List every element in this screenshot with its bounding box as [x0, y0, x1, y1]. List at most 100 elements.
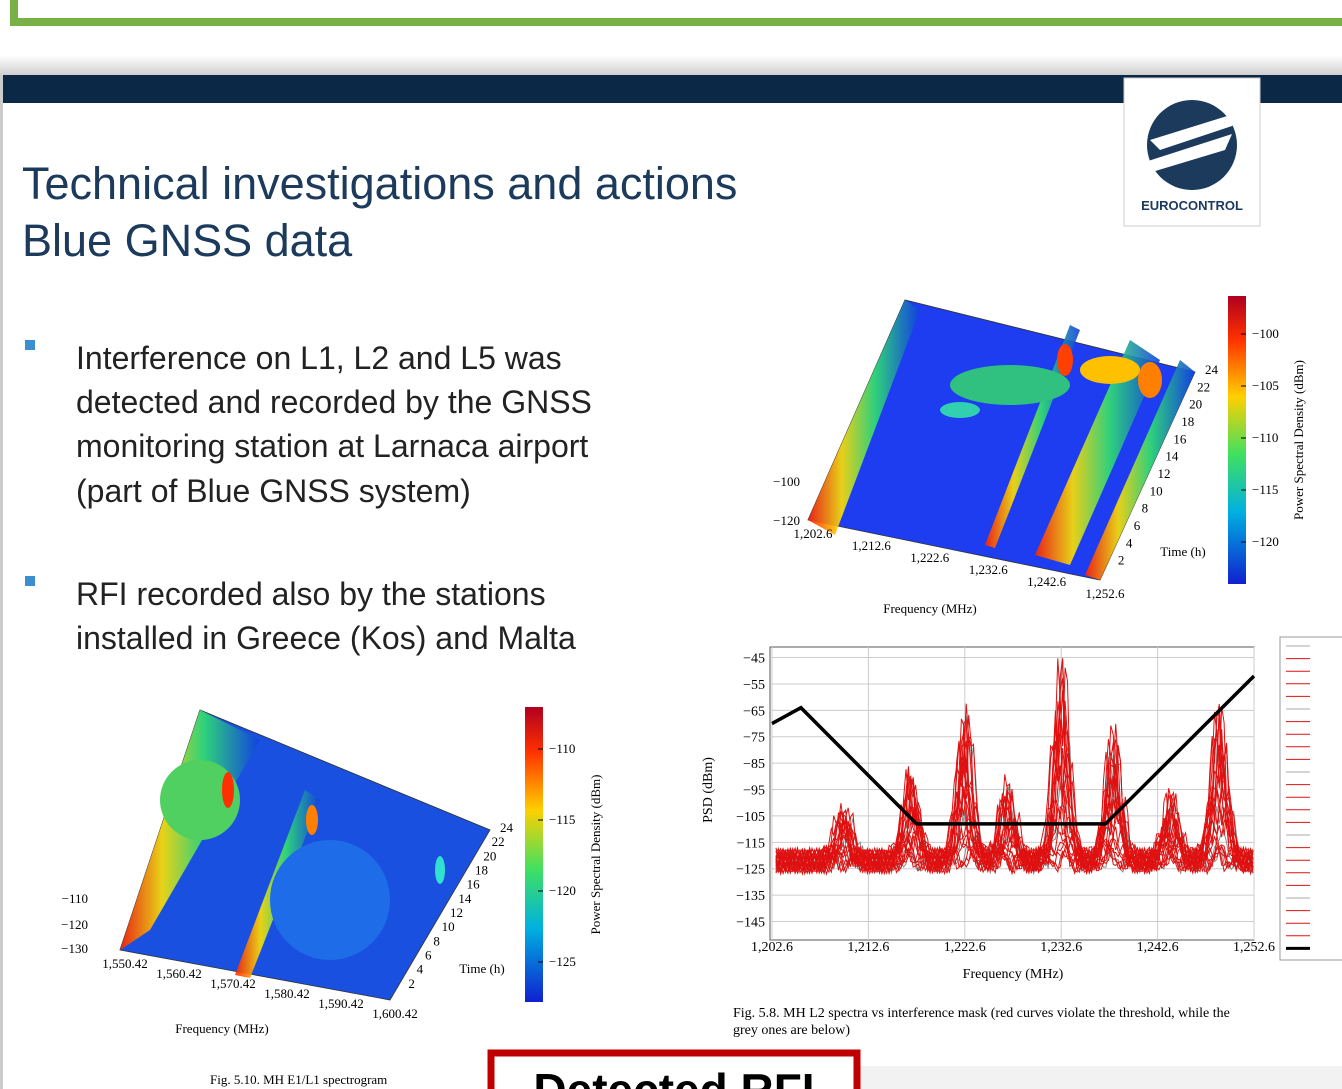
colorbar-title: Power Spectral Density (dBm)	[588, 775, 603, 935]
y-tick-label: −75	[743, 731, 765, 746]
caption: Fig. 5.8. MH L2 spectra vs interference …	[733, 1006, 1230, 1021]
slide-subtitle: Blue GNSS data	[22, 215, 353, 266]
time-tick-label: 4	[417, 962, 424, 977]
y-tick-label: −135	[736, 889, 765, 904]
y-tick-label: −55	[743, 678, 765, 693]
logo: EUROCONTROL	[1124, 78, 1260, 226]
x-tick-label: 1,242.6	[1137, 940, 1179, 955]
time-tick-label: 10	[1150, 483, 1163, 498]
bullet-marker	[25, 340, 35, 350]
colorbar-tick-label: −115	[1252, 482, 1278, 497]
peak	[940, 402, 980, 418]
colorbar-tick-label: −110	[1252, 430, 1278, 445]
colorbar-tick-label: −110	[549, 741, 575, 756]
x-tick-label: 1,252.6	[1233, 940, 1275, 955]
bullet-text: RFI recorded also by the stations	[76, 576, 546, 612]
z-tick-label: −130	[61, 941, 88, 956]
x-tick-label: 1,222.6	[944, 940, 986, 955]
z-tick-label: −100	[773, 474, 800, 489]
peak	[950, 365, 1070, 405]
time-tick-label: 24	[1205, 362, 1219, 377]
footer	[860, 1066, 1342, 1089]
y-axis-title: PSD (dBm)	[701, 757, 716, 823]
caption: Fig. 5.10. MH E1/L1 spectrogram	[210, 1072, 387, 1087]
time-tick-label: 2	[1118, 553, 1125, 568]
bullet-text: (part of Blue GNSS system)	[76, 473, 471, 509]
page: html,body{margin:0;padding:0;width:1342p…	[0, 0, 1342, 1089]
x-tick-label: 1,600.42	[372, 1006, 418, 1021]
colorbar-title: Power Spectral Density (dBm)	[1291, 360, 1306, 520]
time-tick-label: 22	[492, 834, 505, 849]
bullet-text: Interference on L1, L2 and L5 was	[76, 340, 562, 376]
time-tick-label: 8	[1142, 501, 1149, 516]
time-tick-label: 12	[1158, 466, 1171, 481]
legend	[1280, 637, 1342, 960]
x-tick-label: 1,202.6	[794, 526, 834, 541]
y-tick-label: −45	[743, 652, 765, 667]
x-tick-label: 1,580.42	[264, 986, 310, 1001]
peak	[1057, 344, 1073, 376]
time-tick-label: 16	[1173, 431, 1187, 446]
time-tick-label: 16	[467, 877, 481, 892]
shadow	[0, 55, 1342, 75]
time-tick-label: 2	[408, 976, 415, 991]
time-tick-label: 18	[475, 863, 488, 878]
time-tick-label: 14	[458, 891, 472, 906]
slide-title: Technical investigations and actions	[22, 158, 737, 209]
bullet-text: installed in Greece (Kos) and Malta	[76, 620, 576, 656]
time-axis-title: Time (h)	[1160, 544, 1205, 559]
page-body: {"header":{"title":"Technical investigat…	[0, 0, 1342, 1089]
callout-text: Detected RFI	[533, 1064, 814, 1089]
time-tick-label: 22	[1197, 379, 1210, 394]
x-tick-label: 1,232.6	[1040, 940, 1082, 955]
x-tick-label: 1,232.6	[969, 562, 1009, 577]
y-tick-label: −125	[736, 863, 765, 878]
y-tick-label: −115	[737, 836, 765, 851]
colorbar-tick-label: −120	[1252, 534, 1279, 549]
x-axis-title: Frequency (MHz)	[883, 601, 977, 616]
x-tick-label: 1,212.6	[852, 538, 892, 553]
time-tick-label: 6	[425, 948, 432, 963]
y-tick-label: −85	[743, 757, 765, 772]
x-tick-label: 1,560.42	[156, 966, 202, 981]
time-axis-title: Time (h)	[459, 961, 504, 976]
z-tick-label: −120	[61, 917, 88, 932]
top-banner	[14, 0, 1342, 22]
colorbar	[525, 707, 543, 1002]
colorbar-tick-label: −125	[549, 954, 576, 969]
y-tick-label: −95	[743, 784, 765, 799]
slide-edge	[0, 75, 3, 1089]
x-axis-title: Frequency (MHz)	[175, 1021, 269, 1036]
x-tick-label: 1,252.6	[1086, 586, 1126, 601]
x-tick-label: 1,202.6	[751, 940, 793, 955]
time-tick-label: 14	[1165, 449, 1179, 464]
bullet-marker	[25, 576, 35, 586]
x-tick-label: 1,550.42	[102, 956, 148, 971]
time-tick-label: 20	[1189, 397, 1202, 412]
time-tick-label: 12	[450, 905, 463, 920]
peak	[270, 840, 390, 960]
x-axis-title: Frequency (MHz)	[963, 967, 1064, 982]
colorbar	[1228, 296, 1246, 584]
colorbar-tick-label: −100	[1252, 326, 1279, 341]
bullet-text: monitoring station at Larnaca airport	[76, 428, 588, 464]
colorbar-tick-label: −115	[549, 812, 575, 827]
time-tick-label: 6	[1134, 518, 1141, 533]
x-tick-label: 1,242.6	[1027, 574, 1067, 589]
peak	[1138, 362, 1162, 398]
x-tick-label: 1,570.42	[210, 976, 256, 991]
time-tick-label: 4	[1126, 535, 1133, 550]
colorbar-tick-label: −105	[1252, 378, 1279, 393]
time-tick-label: 20	[483, 848, 496, 863]
logo-text: EUROCONTROL	[1141, 198, 1243, 213]
time-tick-label: 10	[442, 919, 455, 934]
time-tick-label: 24	[500, 820, 514, 835]
x-tick-label: 1,222.6	[910, 550, 950, 565]
x-tick-label: 1,590.42	[318, 996, 364, 1011]
peak	[435, 856, 445, 884]
slide: EUROCONTROL Technical investigations and…	[0, 0, 1342, 1089]
y-tick-label: −145	[736, 916, 765, 931]
peak	[1080, 356, 1140, 384]
time-tick-label: 18	[1181, 414, 1194, 429]
y-tick-label: −65	[743, 704, 765, 719]
